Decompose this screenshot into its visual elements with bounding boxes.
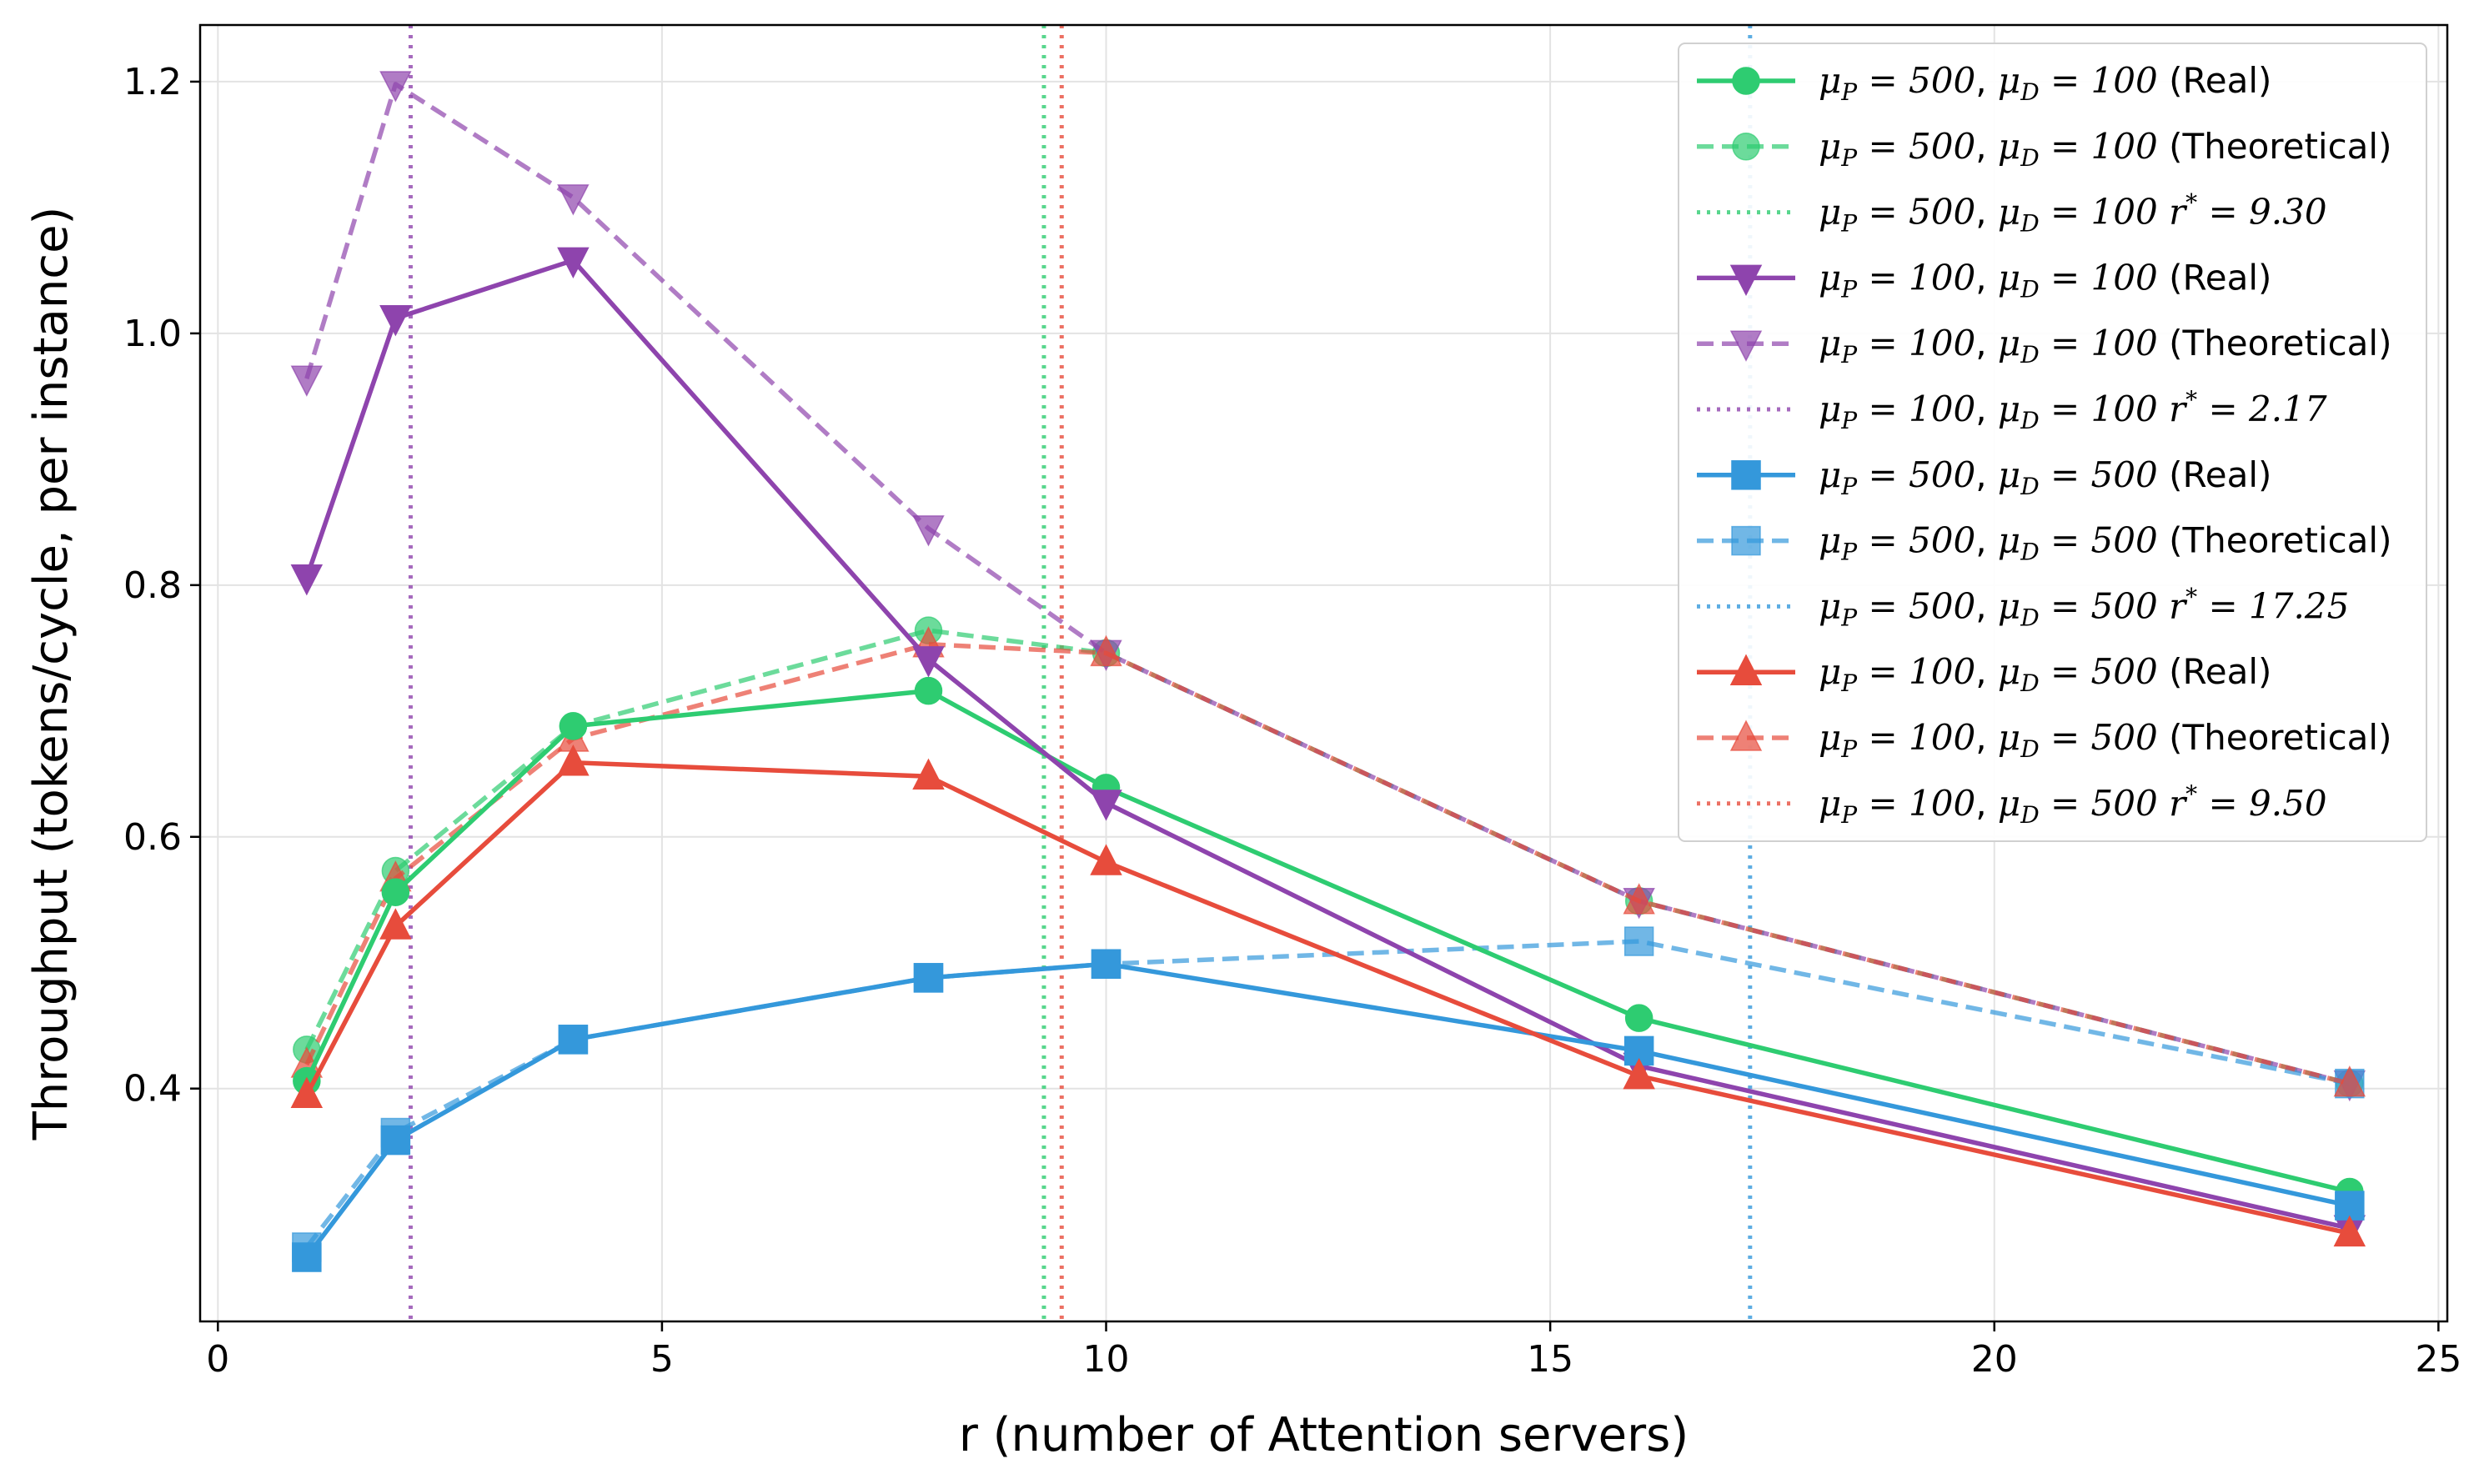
data-point [290, 1076, 324, 1109]
legend-item-p100d100_theo: μP = 100, μD = 100 (Theoretical) [1697, 323, 2391, 368]
data-point [379, 71, 412, 103]
data-point [559, 712, 588, 740]
legend-label: μP = 500, μD = 500 r* = 17.25 [1819, 583, 2349, 631]
legend-item-p500d500_real: μP = 500, μD = 500 (Real) [1697, 454, 2271, 500]
x-axis-label: r (number of Attention servers) [959, 1408, 1689, 1462]
legend-label: μP = 100, μD = 500 r* = 9.50 [1819, 780, 2327, 829]
legend: μP = 500, μD = 100 (Real) μP = 500, μD = … [1678, 43, 2427, 842]
legend-item-p500d100_real: μP = 500, μD = 100 (Real) [1697, 60, 2271, 106]
x-tick-label: 10 [1083, 1338, 1130, 1381]
data-point [1090, 790, 1122, 821]
data-point [1624, 1004, 1654, 1032]
legend-marker [1729, 330, 1763, 362]
data-point [379, 908, 412, 940]
data-point [912, 646, 945, 678]
legend-item-p100d100_real: μP = 100, μD = 100 (Real) [1697, 257, 2271, 303]
data-point [2333, 1215, 2366, 1247]
data-point [1623, 1057, 1655, 1090]
data-point [914, 676, 943, 705]
data-point [290, 564, 324, 596]
legend-item-p500d100_rstar: μP = 500, μD = 100 r* = 9.30 [1697, 189, 2327, 238]
data-point [558, 1025, 589, 1055]
series-p100d500_real [290, 745, 2366, 1247]
legend-marker [1729, 719, 1763, 751]
legend-item-p100d500_theo: μP = 100, μD = 500 (Theoretical) [1697, 717, 2391, 763]
legend-label: μP = 500, μD = 100 (Theoretical) [1819, 126, 2391, 172]
data-point [557, 184, 590, 216]
legend-marker [1731, 460, 1761, 490]
x-tick-label: 20 [1971, 1338, 2018, 1381]
y-tick-label: 1.0 [123, 313, 182, 355]
y-tick-label: 0.4 [123, 1068, 182, 1110]
data-point [557, 745, 590, 776]
legend-marker [1729, 654, 1763, 685]
x-tick-label: 5 [650, 1338, 674, 1381]
data-point [1090, 634, 1122, 667]
legend-item-p500d100_theo: μP = 500, μD = 100 (Theoretical) [1697, 126, 2391, 172]
legend-label: μP = 100, μD = 100 (Real) [1819, 257, 2271, 303]
legend-label: μP = 100, μD = 500 (Real) [1819, 651, 2271, 697]
legend-item-p100d100_rstar: μP = 100, μD = 100 r* = 2.17 [1697, 386, 2327, 434]
legend-label: μP = 100, μD = 500 (Theoretical) [1819, 717, 2391, 763]
legend-label: μP = 500, μD = 500 (Theoretical) [1819, 520, 2391, 566]
data-point [2335, 1191, 2365, 1221]
legend-label: μP = 100, μD = 100 r* = 2.17 [1819, 386, 2327, 434]
data-point [1090, 844, 1122, 875]
data-point [379, 305, 412, 337]
legend-marker [1729, 264, 1763, 297]
legend-item-p500d500_theo: μP = 500, μD = 500 (Theoretical) [1697, 520, 2391, 566]
y-tick-label: 0.8 [123, 564, 182, 607]
legend-item-p100d500_rstar: μP = 100, μD = 500 r* = 9.50 [1697, 780, 2327, 829]
data-point [2333, 1065, 2366, 1097]
data-point [380, 1125, 411, 1156]
series-p500d100_real [293, 676, 2364, 1206]
legend-box [1678, 43, 2427, 842]
legend-item-p100d500_real: μP = 100, μD = 500 (Real) [1697, 651, 2271, 697]
series-layer [290, 71, 2366, 1272]
y-axis-label: Throughput (tokens/cycle, per instance) [24, 207, 78, 1141]
legend-label: μP = 500, μD = 100 (Real) [1819, 60, 2271, 106]
legend-label: μP = 500, μD = 500 (Real) [1819, 454, 2271, 500]
data-point [292, 1242, 322, 1272]
x-tick-label: 0 [206, 1338, 229, 1381]
x-tick-label: 25 [2415, 1338, 2461, 1381]
series-p500d500_real [292, 949, 2365, 1272]
y-tick-label: 1.2 [123, 61, 182, 103]
legend-marker [1731, 525, 1761, 556]
legend-marker [1732, 133, 1760, 161]
legend-label: μP = 500, μD = 100 r* = 9.30 [1819, 189, 2327, 238]
data-point [912, 515, 945, 547]
data-point [1623, 926, 1654, 956]
legend-label: μP = 100, μD = 100 (Theoretical) [1819, 323, 2391, 368]
data-point [290, 365, 324, 397]
data-point [913, 963, 944, 993]
plot-frame [198, 23, 2449, 1323]
data-point [912, 758, 945, 790]
x-tick-label: 15 [1527, 1338, 1573, 1381]
data-point [381, 878, 410, 906]
legend-marker [1732, 67, 1760, 95]
data-point [557, 247, 590, 278]
axes: 0 5 10 15 20 25 0.4 0.6 0.8 1.0 1.2 [123, 61, 2461, 1381]
legend-item-p500d500_rstar: μP = 500, μD = 500 r* = 17.25 [1697, 583, 2349, 631]
y-tick-label: 0.6 [123, 816, 182, 859]
data-point [1091, 949, 1122, 979]
data-point [1623, 883, 1655, 915]
